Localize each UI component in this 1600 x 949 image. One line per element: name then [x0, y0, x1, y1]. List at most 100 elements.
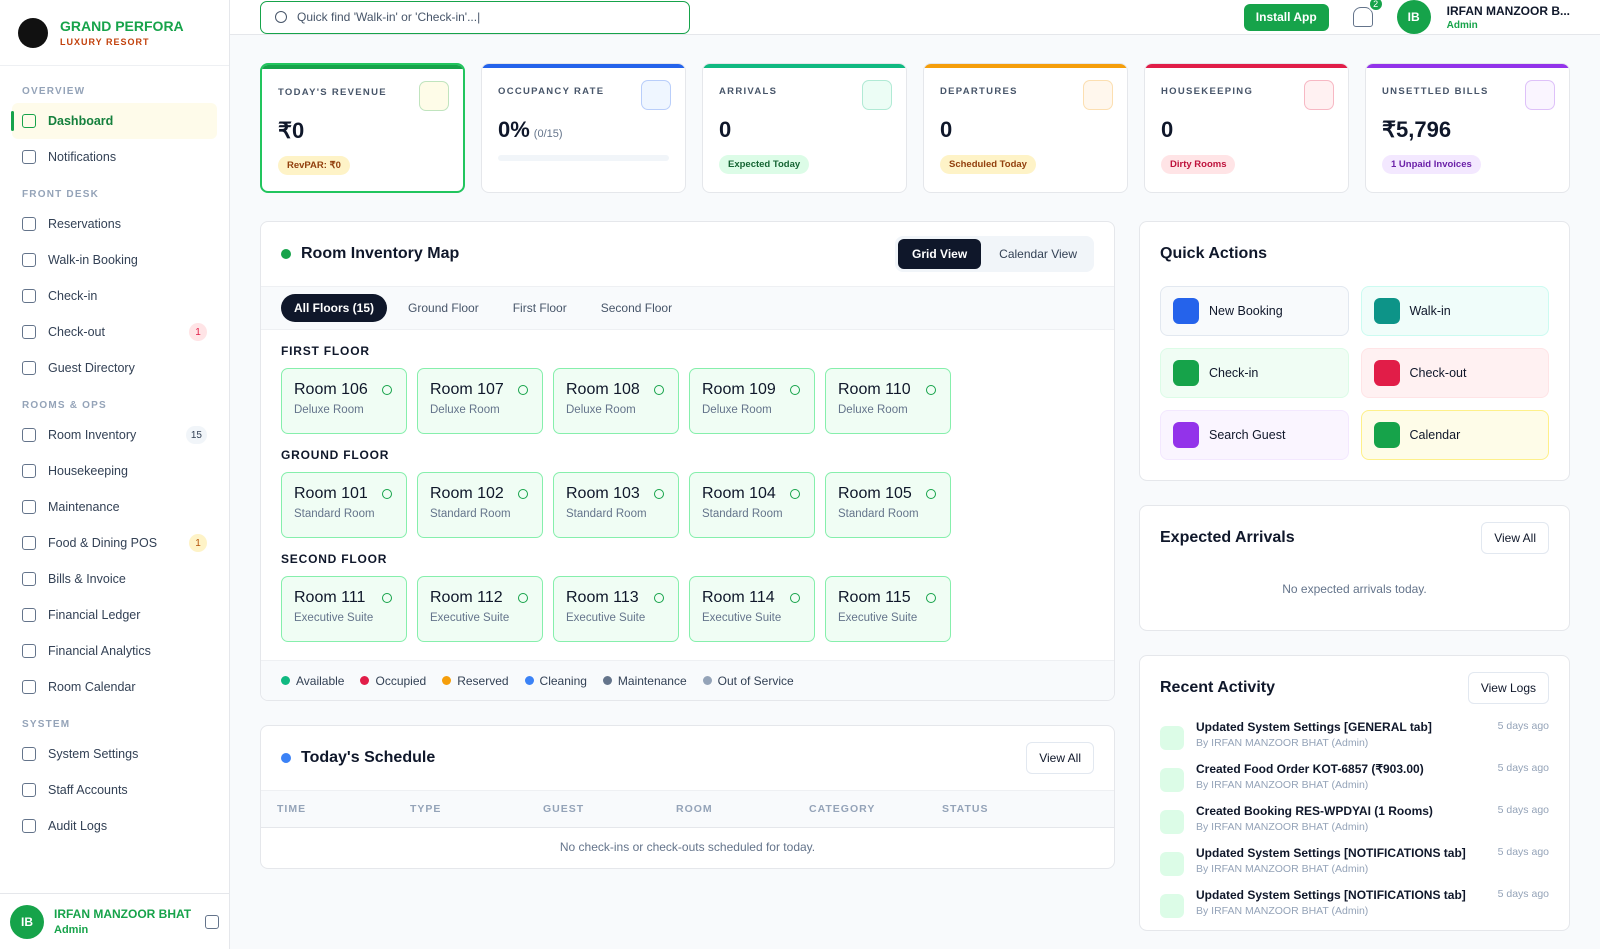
- nav-item[interactable]: Check-out 1: [12, 314, 217, 350]
- room-type: Deluxe Room: [294, 404, 364, 416]
- view-button[interactable]: Calendar View: [999, 247, 1077, 261]
- floor-label: FIRST FLOOR: [281, 344, 370, 358]
- floor-tab[interactable]: Ground Floor: [408, 301, 479, 315]
- user-info: IRFAN MANZOOR BHAT Admin: [54, 907, 191, 936]
- view-logs-button[interactable]: View Logs: [1467, 672, 1549, 704]
- room-name: Room 102: [430, 485, 504, 502]
- room-name: Room 105: [838, 485, 912, 502]
- nav-item[interactable]: Room Inventory 15: [12, 417, 217, 453]
- legend-item: Out of Service: [702, 673, 794, 688]
- nav-label: Bills & Invoice: [48, 572, 126, 586]
- nav-item[interactable]: Dashboard: [11, 103, 217, 139]
- room-type: Standard Room: [566, 508, 647, 520]
- nav-item[interactable]: Notifications: [12, 139, 217, 175]
- nav-item[interactable]: Financial Ledger: [12, 597, 217, 633]
- activity-title: Updated System Settings [GENERAL tab]: [1196, 720, 1432, 734]
- nav-icon: [22, 680, 36, 694]
- room-type: Deluxe Room: [566, 404, 636, 416]
- room-name: Room 101: [294, 485, 368, 502]
- action-button[interactable]: Search Guest: [1160, 410, 1349, 460]
- room-card[interactable]: Room 107 Deluxe Room: [417, 368, 543, 434]
- nav-item[interactable]: Financial Analytics: [12, 633, 217, 669]
- stat-value: ₹0: [278, 118, 305, 143]
- room-card[interactable]: Room 106 Deluxe Room: [281, 368, 407, 434]
- nav-item[interactable]: Food & Dining POS 1: [12, 525, 217, 561]
- action-button[interactable]: Calendar: [1360, 410, 1549, 460]
- floor-tab[interactable]: First Floor: [512, 301, 567, 315]
- room-card[interactable]: Room 111 Executive Suite: [281, 576, 407, 642]
- room-card[interactable]: Room 112 Executive Suite: [417, 576, 543, 642]
- avatar[interactable]: IB: [1396, 0, 1431, 34]
- search-box[interactable]: Quick find 'Walk-in' or 'Check-in'...|: [260, 0, 690, 34]
- room-icon: [518, 385, 528, 395]
- activity-icon: [1160, 768, 1184, 792]
- expected-arrivals: Expected Arrivals View All No expected arr…: [1139, 505, 1570, 631]
- room-card[interactable]: Room 103 Standard Room: [553, 472, 679, 538]
- room-icon: [382, 385, 392, 395]
- floor-tab[interactable]: Second Floor: [600, 301, 673, 315]
- legend-label: Available: [296, 673, 345, 688]
- activity-item: Updated System Settings [GENERAL tab] By …: [1140, 720, 1569, 762]
- nav-icon: [22, 464, 36, 478]
- nav-label: Walk-in Booking: [48, 253, 138, 267]
- brand-tagline: LUXURY RESORT: [60, 37, 150, 47]
- stat-badge: Dirty Rooms: [1161, 155, 1236, 174]
- rooms: Room 111 Executive Suite Room 112 Executive…: [281, 576, 1094, 642]
- room-card[interactable]: Room 104 Standard Room: [689, 472, 815, 538]
- room-card[interactable]: Room 109 Deluxe Room: [689, 368, 815, 434]
- action-button[interactable]: Check-in: [1160, 348, 1349, 398]
- view-button[interactable]: Grid View: [898, 239, 982, 269]
- install-button[interactable]: Install App: [1243, 3, 1329, 31]
- room-card[interactable]: Room 115 Executive Suite: [825, 576, 951, 642]
- action-button[interactable]: Check-out: [1360, 348, 1549, 398]
- panel-header: Today's Schedule View All: [261, 726, 1114, 790]
- nav-item[interactable]: Check-in: [12, 278, 217, 314]
- room-card[interactable]: Room 113 Executive Suite: [553, 576, 679, 642]
- stat-icon: [1525, 80, 1555, 110]
- actions-grid: New Booking Walk-in Check-in Check-out Searc…: [1140, 286, 1569, 480]
- activity-time: 5 days ago: [1497, 888, 1549, 900]
- nav-icon: [22, 783, 36, 797]
- stat-label: TODAY'S REVENUE: [278, 87, 387, 98]
- nav-item[interactable]: Bills & Invoice: [12, 561, 217, 597]
- panel-header: Quick Actions: [1140, 222, 1569, 286]
- notification-bell[interactable]: 2: [1352, 0, 1384, 27]
- stat-label: UNSETTLED BILLS: [1382, 86, 1489, 97]
- action-icon: [1373, 298, 1400, 324]
- nav-item[interactable]: Maintenance: [12, 489, 217, 525]
- nav-item[interactable]: Room Calendar: [12, 669, 217, 705]
- user-name: IRFAN MANZOOR BHAT: [54, 907, 192, 921]
- view-all-button[interactable]: View All: [1026, 742, 1094, 774]
- nav-label: Check-out: [48, 325, 105, 339]
- nav-item[interactable]: System Settings: [12, 736, 217, 772]
- legend-dot: [602, 676, 612, 685]
- nav-item[interactable]: Housekeeping: [12, 453, 217, 489]
- room-card[interactable]: Room 101 Standard Room: [281, 472, 407, 538]
- nav-label: Food & Dining POS: [48, 536, 158, 550]
- room-name: Room 112: [430, 589, 503, 606]
- view-all-button[interactable]: View All: [1481, 522, 1549, 554]
- section-title: ROOMS & OPS: [22, 400, 107, 411]
- room-type: Deluxe Room: [702, 404, 772, 416]
- action-button[interactable]: New Booking: [1160, 286, 1349, 336]
- nav-item[interactable]: Audit Logs: [12, 808, 217, 844]
- stat-label: ARRIVALS: [719, 86, 778, 97]
- floor-label: GROUND FLOOR: [281, 448, 390, 462]
- room-card[interactable]: Room 110 Deluxe Room: [825, 368, 951, 434]
- room-card[interactable]: Room 102 Standard Room: [417, 472, 543, 538]
- nav-item[interactable]: Reservations: [12, 206, 217, 242]
- nav-item[interactable]: Staff Accounts: [12, 772, 217, 808]
- nav-item[interactable]: Guest Directory: [12, 350, 217, 386]
- legend-label: Out of Service: [717, 673, 794, 688]
- room-card[interactable]: Room 108 Deluxe Room: [553, 368, 679, 434]
- logout-icon[interactable]: [205, 914, 219, 929]
- stat-badge: Expected Today: [719, 155, 810, 174]
- panel-title: Quick Actions: [1160, 245, 1267, 262]
- room-card[interactable]: Room 105 Standard Room: [825, 472, 951, 538]
- nav-label: Housekeeping: [48, 464, 128, 478]
- nav-item[interactable]: Walk-in Booking: [12, 242, 217, 278]
- room-card[interactable]: Room 114 Executive Suite: [689, 576, 815, 642]
- action-label: Walk-in: [1409, 304, 1451, 318]
- floor-tab[interactable]: All Floors (15): [281, 294, 388, 322]
- action-button[interactable]: Walk-in: [1360, 286, 1549, 336]
